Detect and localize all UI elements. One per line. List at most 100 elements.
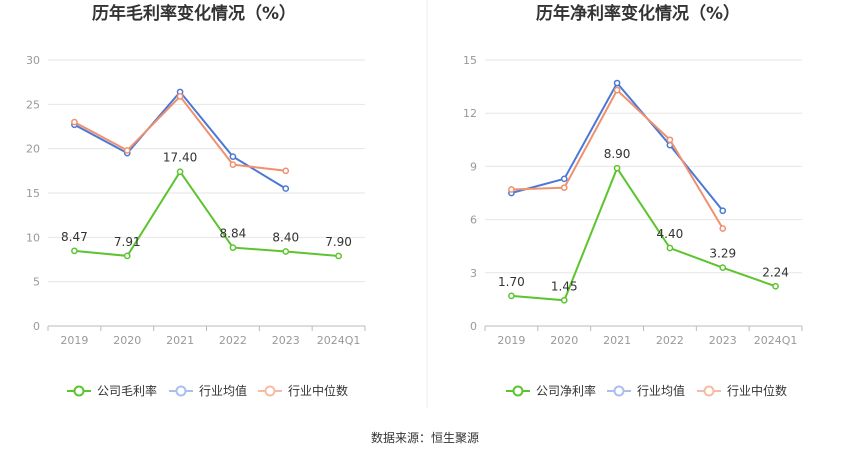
gross-point-company bbox=[176, 168, 184, 176]
legend-item-industry-median[interactable]: 行业中位数 bbox=[258, 383, 348, 398]
legend-marker-company bbox=[73, 385, 85, 397]
legend-item-industry-avg[interactable]: 行业均值 bbox=[607, 383, 685, 398]
net-point-company bbox=[666, 244, 674, 252]
legend-marker-industry-median bbox=[703, 385, 715, 397]
gross-y-tick-label: 25 bbox=[26, 98, 40, 111]
net-y-tick-label: 6 bbox=[470, 214, 477, 227]
net-margin-data-labels: 1.70 1.45 8.90 4.40 3.29 2.24 bbox=[498, 147, 789, 293]
legend-item-company-gross[interactable]: 公司毛利率 bbox=[67, 383, 157, 398]
gross-y-tick-label: 15 bbox=[26, 187, 40, 200]
gross-point-industry_median bbox=[282, 167, 290, 175]
net-point-industry_avg bbox=[719, 207, 727, 215]
net-series-line-company bbox=[511, 166, 776, 302]
net-data-label: 1.45 bbox=[551, 279, 578, 293]
legend-marker-industry-avg bbox=[175, 385, 187, 397]
legend-label-industry-median: 行业中位数 bbox=[727, 383, 787, 398]
legend-marker-company bbox=[512, 385, 524, 397]
net-data-label: 2.24 bbox=[762, 265, 789, 279]
net-y-tick-label: 9 bbox=[470, 160, 477, 173]
data-source-note: 数据来源：恒生聚源 bbox=[371, 430, 479, 445]
gross-point-company bbox=[71, 247, 78, 255]
legend-item-industry-median[interactable]: 行业中位数 bbox=[697, 383, 787, 398]
gross-y-tick-label: 5 bbox=[33, 276, 40, 289]
legend-marker-industry-avg bbox=[613, 385, 625, 397]
gross-point-industry_median bbox=[123, 147, 131, 154]
gross-margin-series bbox=[71, 88, 342, 260]
net-y-tick-label: 12 bbox=[463, 107, 477, 120]
net-margin-chart-title: 历年净利率变化情况（%） bbox=[536, 3, 740, 24]
net-y-tick-label: 15 bbox=[463, 54, 477, 67]
net-margin-series bbox=[508, 79, 779, 304]
gross-margin-grid bbox=[48, 59, 365, 283]
net-x-tick-label: 2019 bbox=[497, 334, 525, 347]
gross-point-company bbox=[335, 252, 342, 260]
gross-series-line-company bbox=[74, 169, 339, 257]
legend-item-company-net[interactable]: 公司净利率 bbox=[506, 383, 596, 398]
gross-data-label: 8.47 bbox=[61, 230, 88, 244]
gross-x-tick-label: 2023 bbox=[272, 334, 300, 347]
net-x-tick-label: 2022 bbox=[656, 334, 684, 347]
net-margin-chart: 历年净利率变化情况（%） 0 3 6 9 12 15 2019 2020 2021 2022 20… bbox=[463, 3, 803, 347]
net-margin-legend: 公司净利率 行业均值 行业中位数 bbox=[506, 383, 787, 398]
gross-point-industry_median bbox=[229, 161, 237, 168]
gross-point-company bbox=[123, 252, 131, 260]
gross-y-tick-label: 30 bbox=[26, 54, 40, 67]
gross-x-tick-label: 2020 bbox=[113, 334, 141, 347]
net-margin-grid bbox=[485, 59, 802, 274]
gross-point-industry_median bbox=[176, 93, 184, 100]
legend-marker-industry-median bbox=[264, 385, 276, 397]
gross-y-tick-label: 20 bbox=[26, 143, 40, 156]
gross-point-company bbox=[282, 248, 290, 255]
net-point-company bbox=[613, 164, 621, 172]
net-x-tick-label: 2024Q1 bbox=[754, 334, 798, 347]
net-data-label: 3.29 bbox=[709, 247, 736, 261]
gross-x-tick-label: 2019 bbox=[60, 334, 88, 347]
gross-point-industry_median bbox=[71, 118, 78, 126]
net-point-company bbox=[772, 282, 779, 290]
gross-data-label: 17.40 bbox=[163, 151, 197, 165]
legend-label-company: 公司毛利率 bbox=[97, 383, 157, 398]
net-point-company bbox=[560, 296, 568, 304]
gross-point-company bbox=[229, 244, 237, 251]
net-point-industry_median bbox=[666, 136, 674, 144]
gross-margin-y-axis: 0 5 10 15 20 25 30 bbox=[26, 54, 40, 333]
gross-data-label: 7.90 bbox=[325, 235, 352, 249]
gross-x-tick-label: 2022 bbox=[219, 334, 247, 347]
net-point-industry_median bbox=[719, 225, 727, 232]
legend-label-company: 公司净利率 bbox=[536, 383, 596, 398]
net-margin-y-axis: 0 3 6 9 12 15 bbox=[463, 54, 477, 333]
net-point-industry_median bbox=[560, 184, 568, 192]
net-point-company bbox=[508, 292, 515, 300]
net-point-industry_avg bbox=[560, 175, 568, 183]
gross-y-tick-label: 0 bbox=[33, 320, 40, 333]
legend-label-industry-median: 行业中位数 bbox=[288, 383, 348, 398]
gross-y-tick-label: 10 bbox=[26, 231, 40, 244]
net-data-label: 8.90 bbox=[604, 147, 631, 161]
net-point-industry_median bbox=[613, 86, 621, 94]
net-point-industry_avg bbox=[613, 79, 621, 87]
gross-data-label: 8.40 bbox=[272, 231, 299, 245]
gross-point-industry_avg bbox=[282, 185, 290, 192]
gross-point-industry_avg bbox=[229, 153, 237, 160]
gross-margin-x-axis: 2019 2020 2021 2022 2023 2024Q1 bbox=[47, 325, 366, 347]
legend-label-industry-avg: 行业均值 bbox=[637, 383, 685, 398]
gross-data-label: 7.91 bbox=[114, 235, 141, 249]
gross-margin-legend: 公司毛利率 行业均值 行业中位数 bbox=[67, 383, 348, 398]
legend-item-industry-avg[interactable]: 行业均值 bbox=[169, 383, 247, 398]
gross-data-label: 8.84 bbox=[220, 227, 247, 241]
gross-margin-chart-title: 历年毛利率变化情况（%） bbox=[92, 3, 296, 24]
net-y-tick-label: 0 bbox=[470, 320, 477, 333]
net-y-tick-label: 3 bbox=[470, 267, 477, 280]
gross-x-tick-label: 2024Q1 bbox=[317, 334, 361, 347]
legend-label-industry-avg: 行业均值 bbox=[199, 383, 247, 398]
gross-margin-data-labels: 8.47 7.91 17.40 8.84 8.40 7.90 bbox=[61, 151, 352, 249]
net-data-label: 4.40 bbox=[657, 227, 684, 241]
net-x-tick-label: 2020 bbox=[550, 334, 578, 347]
net-margin-x-axis: 2019 2020 2021 2022 2023 2024Q1 bbox=[484, 325, 803, 347]
net-data-label: 1.70 bbox=[498, 275, 525, 289]
net-x-tick-label: 2021 bbox=[603, 334, 631, 347]
net-point-company bbox=[719, 264, 727, 272]
net-point-industry_median bbox=[508, 186, 515, 193]
